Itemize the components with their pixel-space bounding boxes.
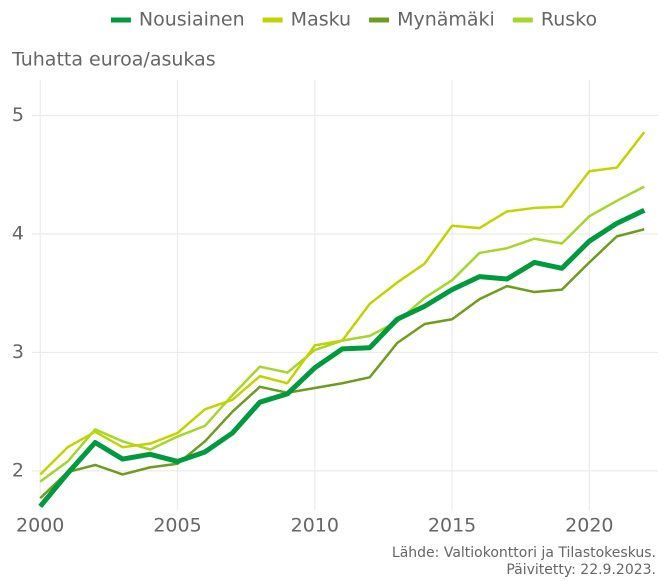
legend-label: Nousiainen bbox=[139, 9, 245, 31]
source: Lähde: Valtiokonttori ja Tilastokeskus. bbox=[392, 545, 656, 561]
x-tick-label: 2015 bbox=[428, 515, 476, 537]
legend-label: Masku bbox=[291, 9, 351, 31]
y-tick-label: 3 bbox=[12, 341, 24, 363]
series-line bbox=[39, 185, 645, 483]
y-tick-label: 5 bbox=[12, 104, 24, 126]
series-line bbox=[38, 208, 646, 509]
series-line bbox=[39, 228, 645, 500]
y-tick-label: 2 bbox=[12, 459, 24, 481]
legend-label: Mynämäki bbox=[397, 9, 495, 31]
x-tick-label: 2005 bbox=[153, 515, 201, 537]
legend-label: Rusko bbox=[541, 9, 597, 31]
series-line bbox=[39, 131, 646, 476]
x-tick-label: 2000 bbox=[16, 515, 64, 537]
x-tick-label: 2010 bbox=[291, 515, 339, 537]
x-tick-label: 2020 bbox=[565, 515, 613, 537]
y-tick-label: 4 bbox=[12, 222, 24, 244]
updated: Päivitetty: 22.9.2023. bbox=[506, 562, 656, 578]
y-axis-label: Tuhatta euroa/asukas bbox=[11, 49, 216, 71]
